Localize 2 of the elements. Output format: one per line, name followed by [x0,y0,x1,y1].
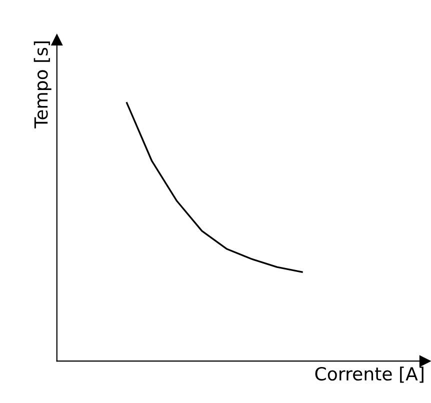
y-axis-title: Tempo [s] [34,41,52,128]
x-axis-title: Corrente [A] [315,366,424,383]
